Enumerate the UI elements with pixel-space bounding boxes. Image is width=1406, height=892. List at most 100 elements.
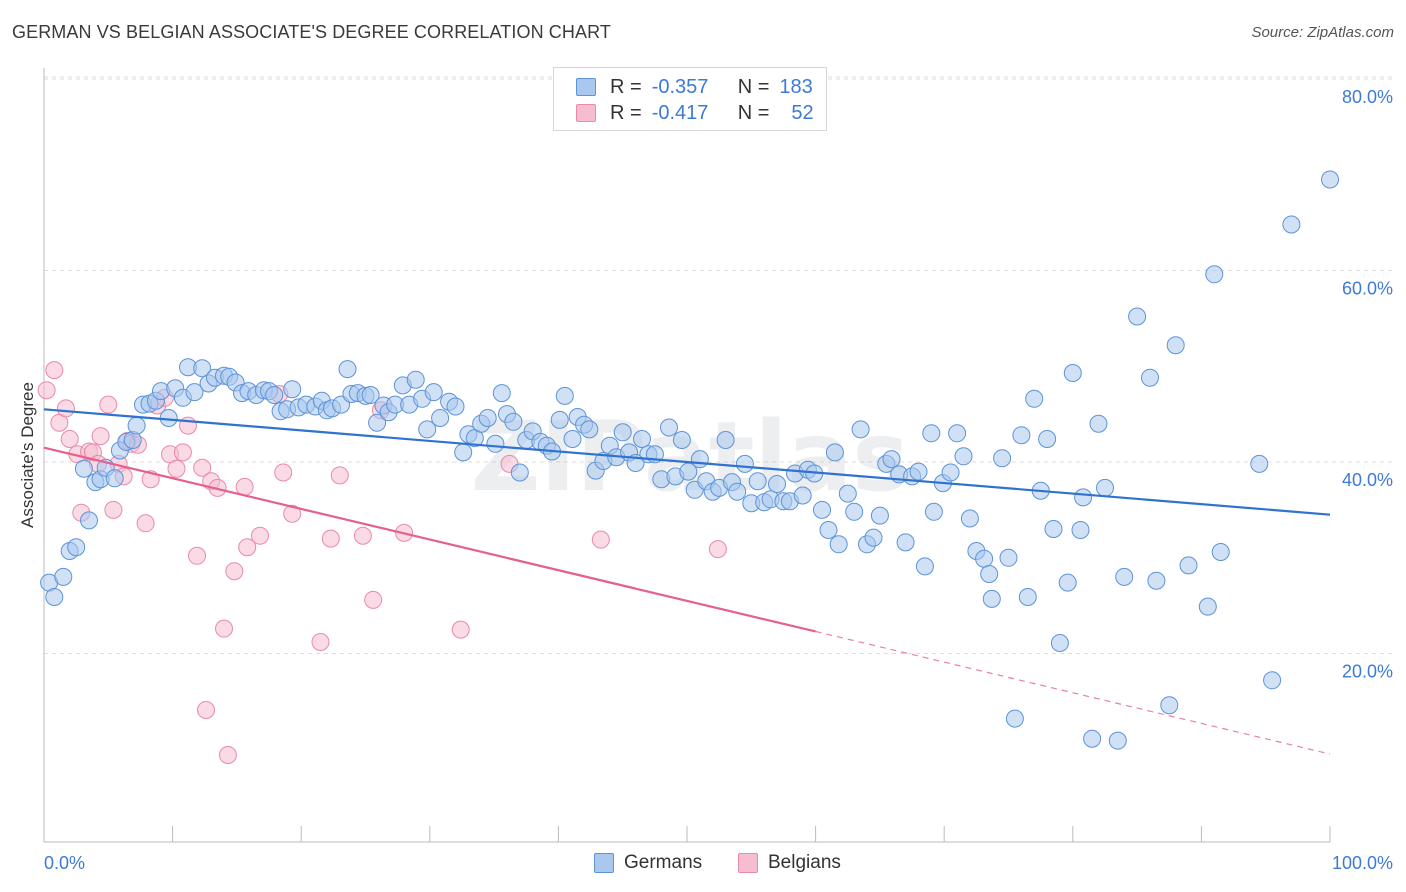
german-point [1083,729,1102,748]
belgian-point [218,746,237,764]
legend-r-value-belgians: -0.417 [651,101,709,124]
german-point [1205,265,1224,284]
belgian-point [321,529,340,548]
belgians-swatch [576,104,596,122]
belgians-legend-label: Belgians [768,852,841,873]
german-point [838,484,857,503]
y-axis-label: Associate's Degree [18,382,37,528]
germans-legend-label: Germans [624,852,703,873]
bottom-legend-belgians[interactable]: Belgians [738,852,841,874]
y-tick-label: 20.0% [1342,662,1393,682]
chart-title: GERMAN VS BELGIAN ASSOCIATE'S DEGREE COR… [12,22,611,42]
legend-r-value-germans: -0.357 [651,75,709,98]
belgians-points [37,361,727,764]
german-point [105,469,124,488]
belgian-point [60,430,79,448]
german-point [446,397,465,416]
belgian-point [56,399,75,418]
trend-lines [43,408,1331,755]
german-point [283,380,302,399]
y-tick-label: 60.0% [1342,279,1393,299]
german-point [45,588,64,606]
german-point [510,463,529,482]
german-point [728,482,747,501]
german-point [80,511,98,530]
german-point [813,500,831,519]
german-point [185,383,204,402]
belgians-trend-line [43,446,816,633]
german-point [127,416,146,435]
german-point [1166,336,1185,355]
german-point [825,443,844,462]
x-tick-label-max: 100.0% [1332,853,1393,873]
german-point [1071,521,1090,539]
belgian-point [197,701,215,719]
german-point [954,447,973,466]
german-point [504,412,523,431]
german-point [1038,430,1057,448]
german-point [1005,709,1024,728]
german-point [555,386,574,405]
belgian-point [251,526,269,545]
belgian-point [136,514,155,533]
german-point [660,418,678,437]
correlation-legend: R = -0.357 N = 183 R = -0.417 N = 52 [553,67,827,131]
german-point [550,410,569,429]
german-point [993,449,1012,468]
y-tick-label: 80.0% [1342,87,1393,107]
german-point [1211,543,1230,561]
german-point [975,549,994,568]
german-point [870,506,889,525]
german-point [999,548,1018,567]
german-point [980,565,999,583]
german-point [1108,731,1127,750]
german-point [793,486,812,505]
german-point [924,502,943,521]
german-point [1198,597,1217,616]
german-point [829,535,848,554]
germans-trend-line [43,408,1331,516]
bottom-legend-germans[interactable]: Germans [594,852,702,874]
belgian-point [311,633,330,651]
german-point [851,420,870,439]
belgian-point [188,546,206,565]
belgian-point [235,477,254,496]
german-point [1147,571,1166,590]
belgian-point [167,459,186,478]
german-point [768,475,786,493]
german-point [909,462,928,481]
german-point [486,434,505,453]
german-point [748,472,767,491]
german-point [845,502,864,521]
belgian-point [91,427,110,446]
german-point [922,424,941,443]
legend-n-value-germans: 183 [779,75,813,98]
germans-swatch [576,78,596,96]
belgian-point [364,590,383,609]
german-point [1058,573,1077,592]
german-point [67,538,86,557]
german-point [563,430,582,448]
german-point [716,431,735,449]
source-credit: Source: ZipAtlas.com [1251,24,1394,41]
german-point [941,463,960,482]
belgian-point [591,530,610,549]
german-point [418,420,437,439]
german-point [431,409,450,427]
german-point [819,521,838,539]
german-point [338,360,357,379]
german-point [1128,307,1147,326]
german-point [864,528,883,547]
german-point [361,386,380,404]
belgian-point [37,381,56,400]
german-point [982,589,1001,608]
german-point [633,430,651,448]
german-point [74,459,93,478]
belgian-point [451,620,470,639]
german-point [672,431,691,449]
german-point [1141,368,1159,387]
german-point [478,409,497,427]
belgian-point [353,526,372,545]
belgian-point [274,463,293,482]
legend-r-label: R = [610,75,642,98]
